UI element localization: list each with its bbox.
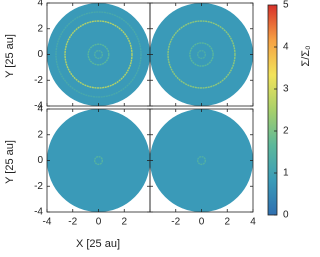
colorbar bbox=[267, 4, 278, 216]
x-axis-label: X [25 au] bbox=[76, 238, 120, 250]
disk bbox=[47, 109, 150, 212]
x-tick-label: 2 bbox=[224, 217, 230, 228]
x-tick-label: 2 bbox=[121, 217, 127, 228]
colorbar-label: Σ/Σ₀ bbox=[300, 45, 312, 66]
ring bbox=[87, 43, 110, 66]
ring bbox=[196, 49, 207, 60]
colorbar-tick-label: 1 bbox=[283, 168, 289, 179]
y-tick-label: 2 bbox=[37, 23, 43, 34]
ring bbox=[93, 155, 104, 166]
ring bbox=[93, 49, 104, 60]
colorbar-tick-label: 5 bbox=[283, 0, 289, 11]
ring bbox=[64, 20, 133, 89]
x-tick-label: 0 bbox=[96, 217, 102, 228]
ring bbox=[167, 20, 236, 89]
x-tick-label: -4 bbox=[43, 217, 52, 228]
x-tick-label: -2 bbox=[68, 217, 77, 228]
colorbar-tick-label: 2 bbox=[283, 126, 289, 137]
colorbar-tick-label: 4 bbox=[283, 42, 289, 53]
x-tick-label: 0 bbox=[199, 217, 205, 228]
ring bbox=[196, 155, 207, 166]
y-tick-label: -2 bbox=[34, 75, 43, 86]
y-tick-label: 4 bbox=[37, 0, 43, 9]
x-tick-label: 4 bbox=[250, 217, 256, 228]
y-axis-label: Y [25 au] bbox=[4, 140, 16, 184]
y-tick-label: 2 bbox=[37, 129, 43, 140]
ring bbox=[55, 11, 142, 98]
y-tick-label: -4 bbox=[34, 101, 43, 112]
disk bbox=[150, 109, 253, 212]
y-tick-label: -2 bbox=[34, 181, 43, 192]
y-axis-label: Y [25 au] bbox=[4, 34, 16, 78]
y-tick-label: 0 bbox=[37, 155, 43, 166]
colorbar-tick-label: 3 bbox=[283, 84, 289, 95]
y-tick-label: 4 bbox=[37, 104, 43, 115]
disk bbox=[47, 3, 150, 106]
y-tick-label: -4 bbox=[34, 207, 43, 218]
y-tick-label: 0 bbox=[37, 49, 43, 60]
ring bbox=[189, 42, 214, 67]
colorbar-tick-label: 0 bbox=[283, 210, 289, 221]
disk bbox=[150, 3, 253, 106]
x-tick-label: -2 bbox=[171, 217, 180, 228]
